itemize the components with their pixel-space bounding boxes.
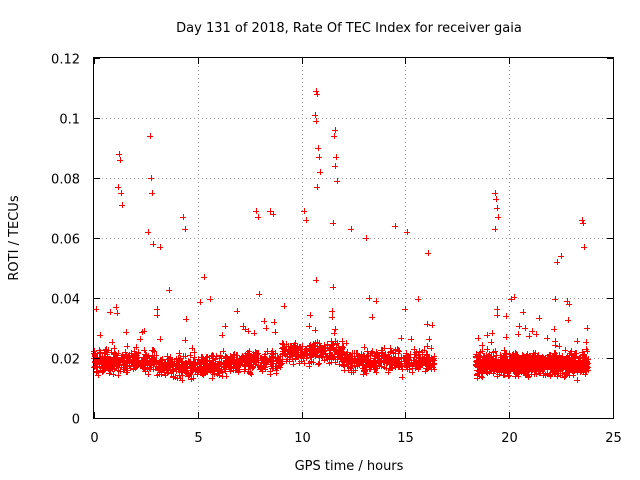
data-points [91, 88, 591, 383]
x-tick-label: 5 [194, 431, 202, 446]
data-point-group [115, 88, 591, 380]
x-axis-label: GPS time / hours [295, 459, 404, 474]
x-tick-label: 15 [397, 431, 414, 446]
y-tick-label: 0.04 [51, 293, 80, 308]
axis-ticks [94, 58, 614, 419]
y-axis-label: ROTI / TECUs [7, 195, 22, 280]
x-tick-label: 10 [294, 431, 311, 446]
x-tick-label: 0 [90, 431, 98, 446]
y-tick-label: 0.08 [51, 173, 80, 188]
y-tick-label: 0.02 [51, 353, 80, 368]
plot-frame [93, 57, 614, 419]
y-tick-label: 0.1 [59, 113, 80, 128]
y-tick-label: 0.12 [51, 53, 80, 68]
y-tick-label: 0 [72, 413, 80, 428]
x-tick-label: 25 [605, 431, 622, 446]
chart-title: Day 131 of 2018, Rate Of TEC Index for r… [176, 21, 522, 36]
y-tick-labels: 0 0.02 0.04 0.06 0.08 0.1 0.12 [51, 53, 80, 428]
x-tick-labels: 0 5 10 15 20 25 [90, 431, 621, 446]
y-tick-label: 0.06 [51, 233, 80, 248]
x-tick-label: 20 [501, 431, 518, 446]
